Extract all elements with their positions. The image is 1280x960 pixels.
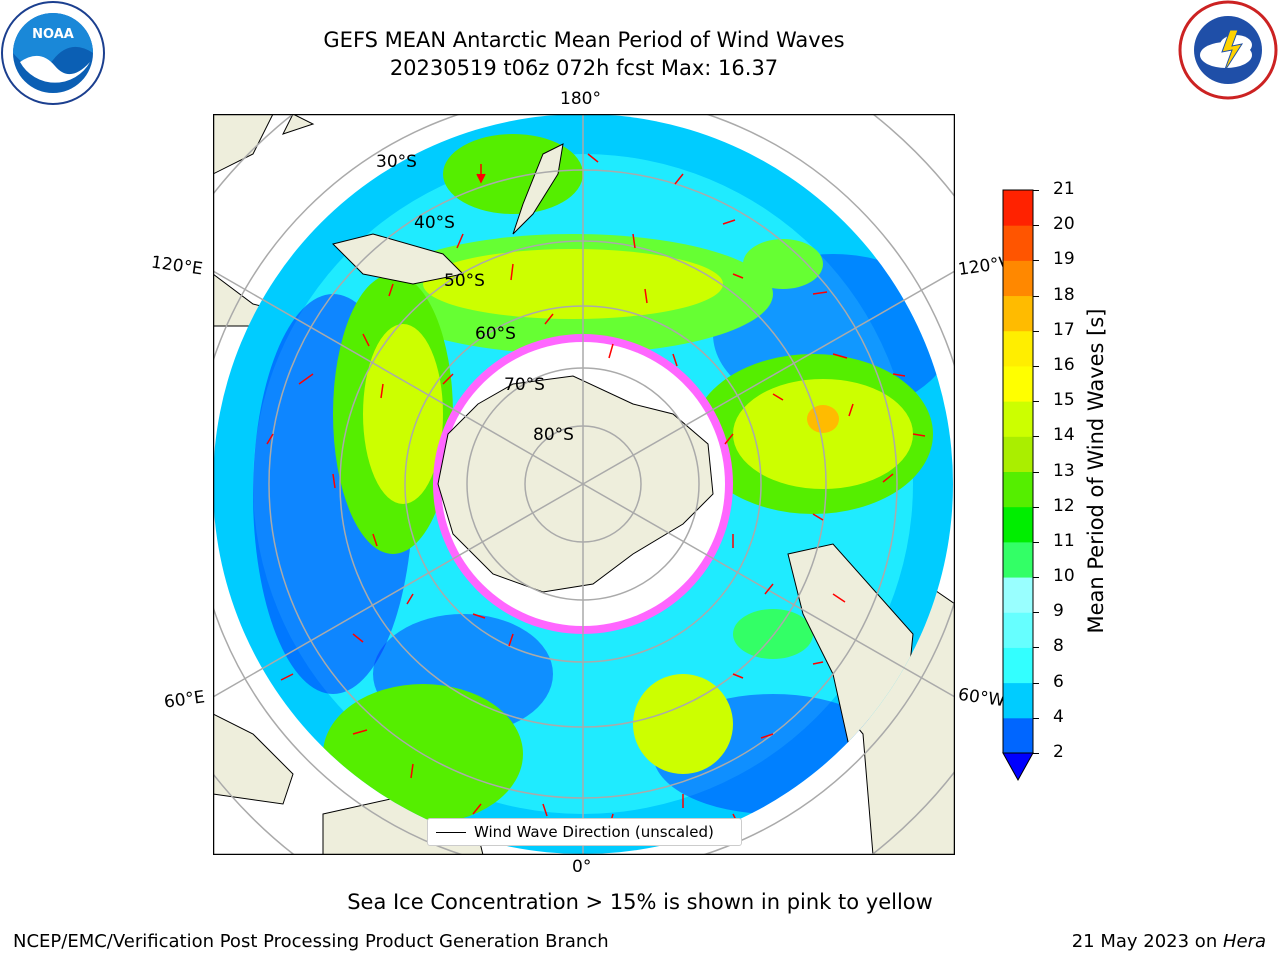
lat-label-70s: 70°S	[504, 375, 545, 395]
colorbar-tick-mark	[1033, 295, 1039, 297]
colorbar-tick-mark	[1033, 612, 1039, 614]
colorbar-tick-label: 2	[1053, 742, 1064, 762]
colorbar-tick-label: 18	[1053, 284, 1075, 305]
colorbar-tick-label: 4	[1053, 706, 1064, 727]
noaa-logo: NOAA	[1, 1, 105, 105]
colorbar-tick-mark	[1033, 225, 1039, 227]
colorbar-band	[1003, 330, 1033, 367]
colorbar-band	[1003, 436, 1033, 472]
footer-credit: NCEP/EMC/Verification Post Processing Pr…	[13, 931, 609, 952]
colorbar-band	[1003, 295, 1033, 332]
lat-label-40s: 40°S	[414, 213, 455, 233]
colorbar-tick-mark	[1033, 717, 1039, 719]
colorbar-tick-mark	[1033, 753, 1039, 754]
colorbar-tick-mark	[1033, 330, 1039, 332]
lon-label-60e: 60°E	[162, 687, 207, 713]
lon-label-0: 0°	[572, 857, 592, 877]
colorbar-band	[1003, 577, 1033, 613]
colorbar-tick-mark	[1033, 647, 1039, 649]
colorbar-extend-arrow	[1002, 752, 1034, 782]
legend-line-icon	[436, 831, 466, 833]
colorbar-band	[1003, 506, 1033, 543]
lon-label-60w: 60°W	[956, 684, 1007, 712]
colorbar-tick-mark	[1033, 436, 1039, 438]
colorbar-tick-label: 17	[1053, 319, 1075, 340]
colorbar-band	[1003, 190, 1033, 226]
footer-date: 21 May 2023 on Hera	[1072, 931, 1266, 952]
national-weather-service-logo	[1178, 0, 1278, 100]
colorbar-tick-label: 21	[1053, 179, 1075, 199]
chart-title-line2: 20230519 t06z 072h fcst Max: 16.37	[389, 56, 779, 80]
colorbar-tick-label: 13	[1053, 460, 1075, 481]
colorbar-tick-label: 15	[1053, 390, 1075, 411]
colorbar-tick-label: 11	[1053, 530, 1075, 551]
wind-wave-arrows	[266, 153, 926, 829]
footer-date-text: 21 May 2023 on	[1071, 931, 1223, 952]
legend-label: Wind Wave Direction (unscaled)	[474, 823, 714, 841]
chart-title-line1: GEFS MEAN Antarctic Mean Period of Wind …	[323, 28, 845, 52]
colorbar-tick-mark	[1033, 577, 1039, 579]
land-madagascar-region	[213, 713, 294, 805]
colorbar-band	[1003, 471, 1033, 508]
colorbar-tick-label: 10	[1053, 566, 1075, 587]
colorbar-tick-label: 8	[1053, 636, 1064, 657]
colorbar-tick-mark	[1033, 506, 1039, 508]
lat-label-30s: 30°S	[376, 152, 417, 172]
land-australia-north	[213, 114, 274, 175]
colorbar-band	[1003, 401, 1033, 437]
colorbar-band	[1003, 225, 1033, 261]
colorbar-title: Mean Period of Wind Waves [s]	[1084, 308, 1108, 634]
svg-text:NOAA: NOAA	[32, 27, 74, 42]
colorbar-tick-mark	[1033, 682, 1039, 684]
colorbar-tick-mark	[1033, 365, 1039, 367]
colorbar-band	[1003, 682, 1033, 719]
colorbar-tick-label: 20	[1053, 214, 1075, 235]
map-legend: Wind Wave Direction (unscaled)	[427, 818, 742, 846]
colorbar-band	[1003, 541, 1033, 578]
colorbar-tick-label: 14	[1053, 425, 1075, 446]
colorbar-tick-mark	[1033, 260, 1039, 262]
graticule	[213, 114, 955, 855]
lat-label-60s: 60°S	[475, 324, 516, 344]
colorbar-tick-mark	[1033, 401, 1039, 403]
colorbar-tick-mark	[1033, 541, 1039, 543]
land-antarctica	[437, 375, 714, 593]
colorbar-band	[1003, 717, 1033, 754]
colorbar-tick-label: 12	[1053, 495, 1075, 516]
colorbar-tick-mark	[1033, 471, 1039, 473]
lon-label-120e: 120°E	[149, 252, 204, 280]
colorbar-tick-label: 9	[1053, 601, 1064, 622]
lat-label-80s: 80°S	[533, 425, 574, 445]
polar-map	[213, 114, 955, 855]
colorbar-tick-label: 6	[1053, 671, 1064, 692]
colorbar-tick-mark	[1033, 190, 1039, 191]
colorbar-band	[1003, 365, 1033, 402]
colorbar-tick-label: 19	[1053, 249, 1075, 270]
colorbar	[1002, 189, 1034, 782]
lon-label-180: 180°	[560, 89, 601, 109]
footer-machine: Hera	[1222, 931, 1266, 952]
colorbar-band	[1003, 612, 1033, 648]
colorbar-band	[1003, 647, 1033, 684]
sea-ice-caption: Sea Ice Concentration > 15% is shown in …	[347, 890, 933, 914]
land-new-zealand	[512, 143, 564, 235]
colorbar-band	[1003, 260, 1033, 297]
colorbar-tick-label: 16	[1053, 354, 1075, 375]
lat-label-50s: 50°S	[444, 271, 485, 291]
